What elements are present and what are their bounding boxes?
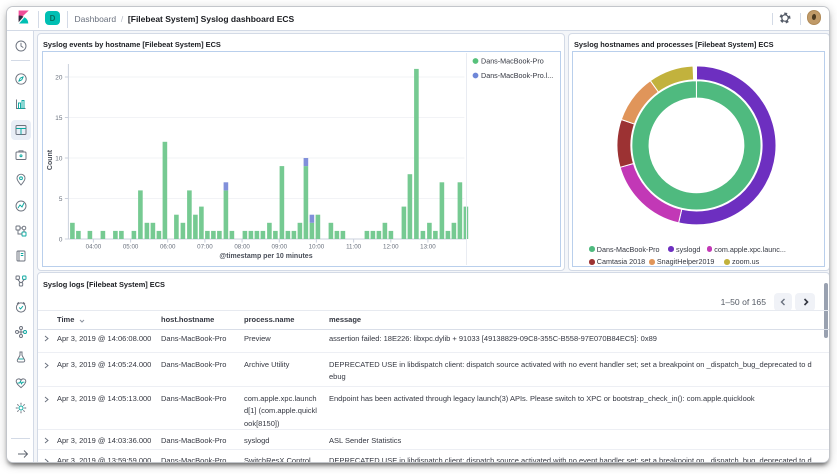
svg-text:Dans-MacBook-Pro.l...: Dans-MacBook-Pro.l... <box>481 71 553 80</box>
svg-text:5: 5 <box>58 196 62 203</box>
svg-text:11:00: 11:00 <box>346 244 362 251</box>
svg-text:08:00: 08:00 <box>234 244 250 251</box>
svg-text:@timestamp per 10 minutes: @timestamp per 10 minutes <box>219 253 312 260</box>
svg-text:13:00: 13:00 <box>420 244 436 251</box>
svg-text:20: 20 <box>55 74 63 81</box>
svg-text:07:00: 07:00 <box>197 244 213 251</box>
svg-text:15: 15 <box>55 115 63 122</box>
svg-text:05:00: 05:00 <box>122 244 138 251</box>
svg-text:0: 0 <box>58 236 62 243</box>
svg-text:10: 10 <box>55 155 63 162</box>
svg-text:09:00: 09:00 <box>271 244 287 251</box>
svg-text:12:00: 12:00 <box>383 244 399 251</box>
svg-text:04:00: 04:00 <box>85 244 101 251</box>
svg-text:06:00: 06:00 <box>159 244 175 251</box>
svg-text:10:00: 10:00 <box>308 244 324 251</box>
svg-text:Count: Count <box>47 149 54 170</box>
svg-text:Dans-MacBook-Pro: Dans-MacBook-Pro <box>481 57 544 66</box>
